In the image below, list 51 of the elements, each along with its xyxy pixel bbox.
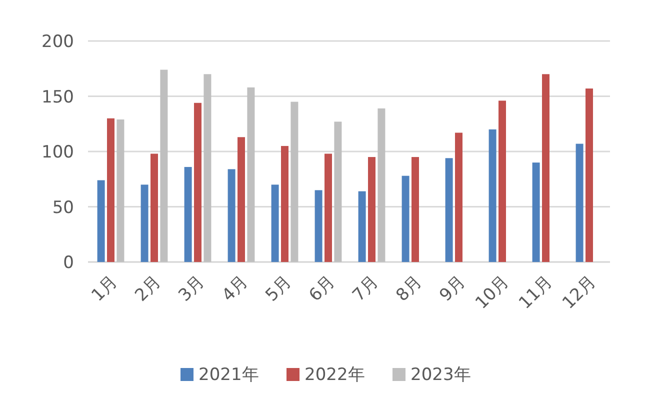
bar xyxy=(455,132,462,262)
bar xyxy=(194,102,202,262)
bar xyxy=(290,102,298,262)
legend-label: 2023年 xyxy=(410,365,471,385)
legend-label: 2021年 xyxy=(198,365,259,385)
x-tick-label: 8月 xyxy=(392,272,426,306)
bar xyxy=(281,146,288,262)
x-tick-label: 5月 xyxy=(262,272,296,306)
bar xyxy=(324,154,332,262)
bar xyxy=(586,88,593,262)
bar xyxy=(368,157,376,262)
y-tick-label: 150 xyxy=(42,87,74,108)
legend-label: 2022年 xyxy=(304,365,365,385)
bar xyxy=(204,74,212,262)
bar xyxy=(334,122,342,262)
x-tick-label: 7月 xyxy=(348,272,383,306)
x-tick-label: 9月 xyxy=(436,272,470,306)
bar xyxy=(314,190,322,262)
bar xyxy=(116,119,124,262)
bar xyxy=(150,154,158,262)
bar xyxy=(498,100,506,262)
bar xyxy=(140,184,148,262)
bar xyxy=(97,180,105,262)
bar xyxy=(358,191,366,262)
bar xyxy=(238,137,245,262)
bar xyxy=(160,70,168,262)
x-tick-label: 10月 xyxy=(472,272,514,314)
bar xyxy=(412,157,419,262)
x-tick-label: 11月 xyxy=(515,272,557,314)
x-tick-label: 2月 xyxy=(131,272,166,306)
bar xyxy=(228,169,236,262)
x-tick-label: 1月 xyxy=(88,272,122,306)
bar xyxy=(445,158,453,262)
bar xyxy=(402,176,410,262)
bar xyxy=(271,184,279,262)
x-tick-label: 12月 xyxy=(558,272,600,314)
x-tick-label: 6月 xyxy=(305,272,340,306)
x-tick-label: 4月 xyxy=(218,272,252,306)
bar xyxy=(542,74,550,262)
bar xyxy=(378,108,386,262)
bar xyxy=(576,144,584,262)
bar xyxy=(247,87,255,262)
bar xyxy=(107,118,114,262)
y-tick-label: 0 xyxy=(63,253,74,273)
bar xyxy=(184,166,192,262)
y-tick-label: 50 xyxy=(52,198,74,218)
x-tick-label: 3月 xyxy=(174,272,209,306)
y-tick-label: 100 xyxy=(42,142,74,162)
bar xyxy=(488,129,496,262)
bar xyxy=(532,162,540,262)
y-tick-label: 200 xyxy=(42,32,74,52)
